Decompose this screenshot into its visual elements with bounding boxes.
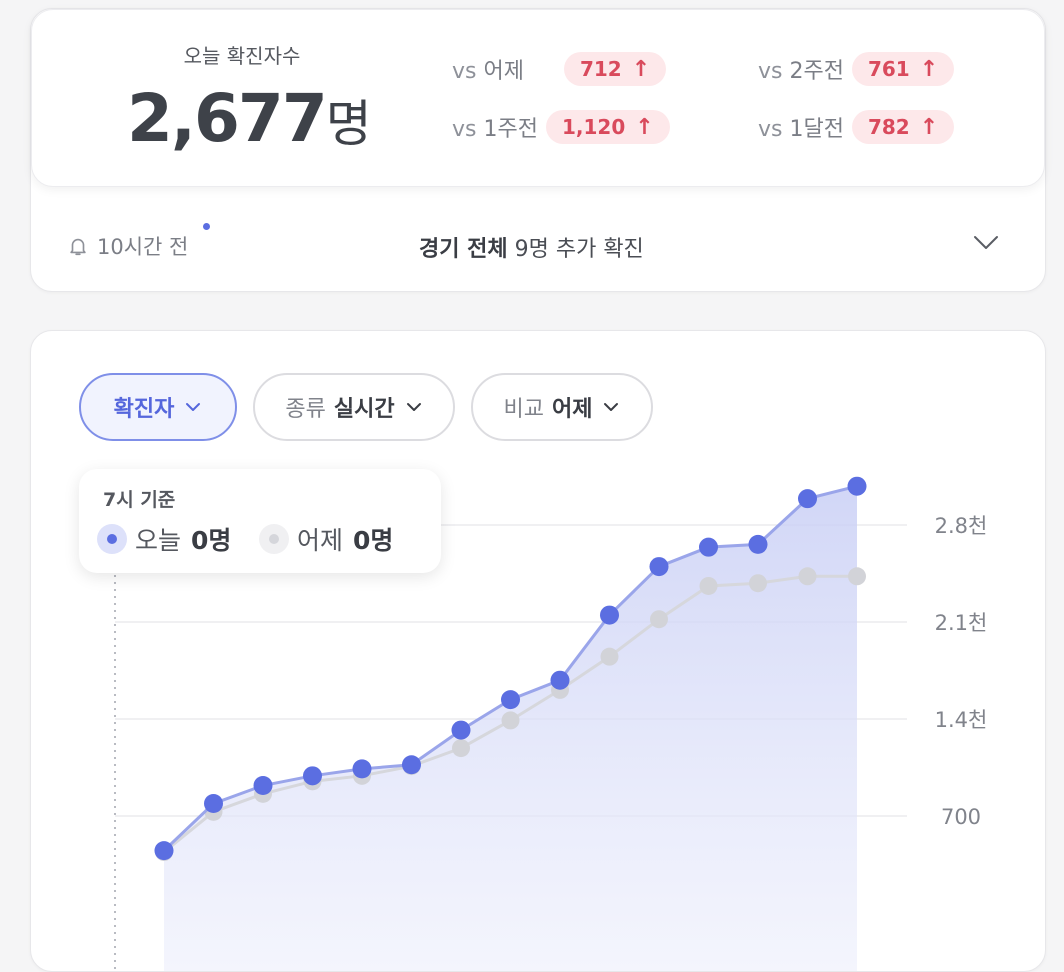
alert-region: 경기 전체 (419, 237, 508, 262)
vs-prefix: vs (758, 59, 783, 84)
compare-filter-key: 비교 (503, 397, 544, 422)
yesterday-point (452, 739, 470, 758)
today-point (798, 489, 817, 509)
change-value: 712 (579, 57, 622, 81)
chevron-down-icon[interactable] (971, 227, 1001, 257)
yesterday-point (600, 647, 619, 666)
today-point (847, 476, 867, 496)
today-count-number: 2,677 (127, 80, 328, 157)
up-arrow-icon: ↑ (635, 114, 654, 140)
today-point (649, 557, 669, 577)
today-point (501, 690, 520, 710)
up-arrow-icon: ↑ (919, 114, 939, 140)
alert-message: 경기 전체 9명 추가 확진 (419, 231, 644, 263)
change-value: 782 (867, 115, 910, 139)
yesterday-point (848, 567, 866, 586)
change-badge: 761 ↑ (851, 52, 955, 86)
change-badge: 712 ↑ (563, 52, 667, 86)
up-arrow-icon: ↑ (631, 56, 651, 82)
today-point (204, 794, 223, 814)
today-point (699, 537, 718, 557)
today-point (550, 670, 570, 690)
change-value: 761 (867, 57, 910, 81)
yesterday-point (699, 576, 718, 595)
yesterday-point (749, 574, 767, 593)
y-tick-label: 2.1천 (935, 611, 988, 635)
change-value: 1,120 (561, 115, 626, 139)
bell-icon (70, 238, 86, 256)
vs-yesterday: vs 어제 712 ↑ (452, 52, 667, 86)
vs-2weeks: vs 2주전 761 ↑ (758, 52, 955, 86)
up-arrow-icon: ↑ (919, 56, 939, 82)
vs-label: 1달전 (789, 117, 844, 142)
y-tick-label: 700 (941, 805, 981, 829)
vs-1month: vs 1달전 782 ↑ (758, 110, 955, 144)
summary-card: 오늘 확진자수 2,677명 vs 어제 712 ↑ vs 2주전 761 ↑ vs… (30, 8, 1046, 292)
today-point (303, 766, 322, 786)
yesterday-point (798, 567, 817, 586)
tooltip-yesterday-label: 어제 (297, 526, 344, 555)
today-point (402, 755, 421, 775)
today-point (154, 841, 174, 861)
vs-label: 어제 (483, 59, 524, 84)
alert-rest: 9명 추가 확진 (507, 237, 644, 262)
today-label: 오늘 확진자수 (183, 44, 301, 68)
vs-1week: vs 1주전 1,120 ↑ (452, 110, 670, 144)
today-legend-dot (97, 524, 127, 554)
today-point (600, 605, 619, 625)
type-filter-value: 실시간 (333, 397, 395, 422)
tooltip-yesterday-value: 0명 (353, 526, 394, 555)
type-filter-button[interactable]: 종류 실시간 (253, 373, 455, 441)
vs-prefix: vs (452, 59, 477, 84)
tooltip-today-value: 0명 (191, 526, 232, 555)
compare-filter-button[interactable]: 비교 어제 (471, 373, 653, 441)
y-tick-label: 1.4천 (935, 708, 988, 732)
metric-filter-button[interactable]: 확진자 (79, 373, 237, 441)
tooltip-title: 7시 기준 (103, 489, 176, 511)
alert-time-text: 10시간 전 (97, 235, 189, 259)
vs-prefix: vs (758, 117, 783, 142)
yesterday-legend-dot (259, 524, 289, 554)
yesterday-point (650, 610, 668, 629)
yesterday-point (501, 711, 520, 730)
compare-filter-value: 어제 (552, 397, 593, 422)
today-count: 2,677명 (127, 80, 372, 157)
chart-tooltip: 7시 기준 오늘 0명 어제 0명 (79, 469, 441, 573)
today-point (253, 776, 273, 796)
chevron-down-icon (406, 403, 421, 411)
tooltip-today-label: 오늘 (135, 526, 182, 555)
new-indicator-dot (203, 223, 210, 230)
chart-card: 확진자 종류 실시간 비교 어제 7시 기준 오늘 0명 어제 0명 2.8천 2… (30, 330, 1046, 972)
type-filter-key: 종류 (285, 397, 326, 422)
today-point (748, 534, 768, 554)
today-count-unit: 명 (325, 95, 372, 153)
today-point (451, 720, 471, 740)
change-badge: 1,120 ↑ (545, 110, 670, 144)
chevron-down-icon (604, 403, 619, 411)
today-point (352, 759, 372, 779)
chevron-down-icon (186, 403, 201, 411)
vs-label: 1주전 (483, 117, 538, 142)
tooltip-yesterday: 어제 0명 (259, 521, 393, 557)
line-chart: 2.8천 2.1천 1.4천 700 (114, 476, 988, 971)
alert-time: 10시간 전 (67, 231, 188, 261)
stats-panel: 오늘 확진자수 2,677명 vs 어제 712 ↑ vs 2주전 761 ↑ vs… (31, 9, 1045, 187)
metric-filter-label: 확진자 (113, 397, 175, 422)
y-tick-label: 2.8천 (935, 514, 988, 538)
change-badge: 782 ↑ (851, 110, 955, 144)
vs-prefix: vs (452, 117, 477, 142)
vs-label: 2주전 (789, 59, 844, 84)
tooltip-today: 오늘 0명 (97, 521, 231, 557)
